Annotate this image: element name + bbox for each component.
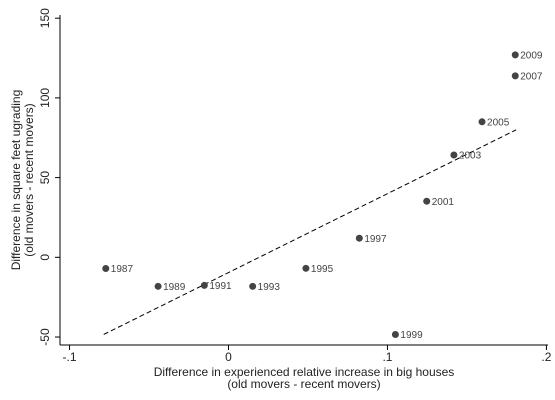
point-label: 1995 bbox=[311, 264, 334, 275]
point bbox=[102, 264, 110, 272]
point bbox=[355, 234, 363, 242]
point-label: 2007 bbox=[520, 72, 543, 83]
point-label: 2001 bbox=[432, 197, 455, 208]
x-tick-label: .1 bbox=[382, 350, 392, 364]
point-label: 2005 bbox=[487, 117, 510, 128]
x-tick-label: -.1 bbox=[63, 350, 77, 364]
point bbox=[302, 264, 310, 272]
fit-line bbox=[103, 129, 517, 335]
point bbox=[478, 118, 486, 126]
point bbox=[511, 51, 519, 59]
point bbox=[249, 282, 257, 290]
point-label: 1987 bbox=[111, 264, 134, 275]
y-tick-label: 150 bbox=[38, 8, 52, 28]
point bbox=[200, 281, 208, 289]
x-tick-label: .2 bbox=[541, 350, 551, 364]
y-tick-label: 0 bbox=[38, 254, 52, 261]
x-axis-title: Difference in experienced relative incre… bbox=[154, 365, 455, 379]
point-label: 2009 bbox=[520, 50, 543, 61]
y-axis-title: (old movers - recent movers) bbox=[22, 103, 36, 256]
point-label: 1999 bbox=[400, 330, 423, 341]
y-axis-title: Difference in square feet ugrading bbox=[9, 90, 23, 271]
point bbox=[154, 282, 162, 290]
y-tick-label: -50 bbox=[38, 328, 52, 346]
x-tick-label: 0 bbox=[225, 350, 232, 364]
point-label: 1993 bbox=[258, 282, 281, 293]
point-label: 2003 bbox=[459, 151, 482, 162]
x-axis-title: (old movers - recent movers) bbox=[227, 377, 380, 391]
point-label: 1991 bbox=[209, 281, 232, 292]
y-tick-label: 50 bbox=[38, 171, 52, 185]
point-label: 1989 bbox=[163, 282, 186, 293]
point bbox=[450, 151, 458, 159]
point-label: 1997 bbox=[364, 234, 387, 245]
point bbox=[423, 197, 431, 205]
y-tick-label: 100 bbox=[38, 88, 52, 108]
point bbox=[391, 330, 399, 338]
point bbox=[511, 72, 519, 80]
